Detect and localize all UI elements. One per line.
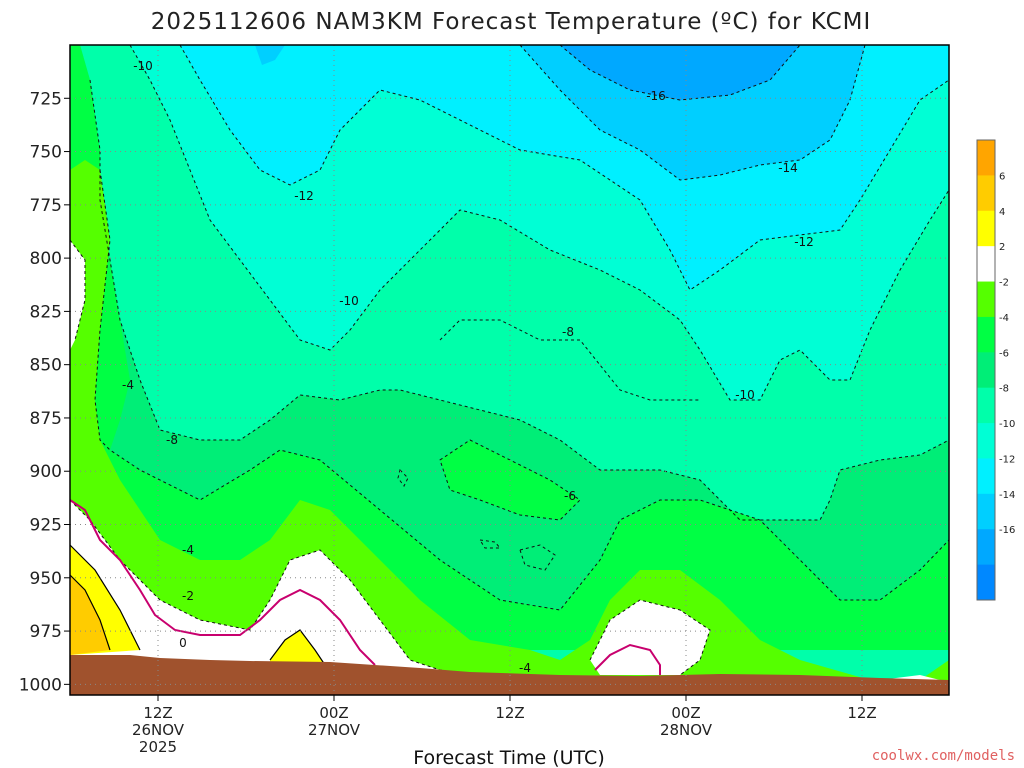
colorbar-swatch bbox=[977, 493, 995, 530]
x-tick-label: 12Z bbox=[143, 704, 172, 722]
plot-area bbox=[69, 44, 950, 695]
colorbar-swatch bbox=[977, 564, 995, 601]
plus-two-left bbox=[69, 544, 141, 651]
contour-label: -12 bbox=[794, 235, 814, 249]
band-minus-6 bbox=[70, 45, 949, 650]
contour-label: -6 bbox=[564, 489, 576, 503]
contour-minus-10 bbox=[129, 44, 950, 401]
y-tick-label: 875 bbox=[30, 409, 62, 429]
plus-two-line bbox=[69, 544, 326, 666]
y-axis: 725 750 775 800 825 850 875 900 925 950 975 1000 bbox=[19, 89, 70, 695]
band-2-gold bbox=[70, 575, 110, 655]
contour-label: -8 bbox=[562, 325, 574, 339]
contour-label-group: -16 -14 -12 -12 -10 -10 -10 -8 -8 -6 -4 … bbox=[122, 59, 814, 675]
colorbar-label: -6 bbox=[999, 348, 1009, 359]
contour-label: -4 bbox=[122, 378, 134, 392]
colorbar: 6 4 2 -2 -4 -6 -8 -10 -12 -14 -16 bbox=[976, 139, 1015, 601]
contour-minus-8 bbox=[89, 79, 950, 521]
y-tick-label: 850 bbox=[30, 356, 62, 376]
x-axis-label: Forecast Time (UTC) bbox=[413, 747, 604, 768]
zero-isotherm bbox=[69, 499, 661, 675]
colorbar-label: 2 bbox=[999, 242, 1005, 253]
colorbar-label: -16 bbox=[999, 525, 1015, 536]
colorbar-label: -4 bbox=[999, 313, 1009, 324]
y-tick-label: 800 bbox=[30, 249, 62, 269]
y-tick-label: 725 bbox=[30, 89, 62, 109]
band-minus-16-small bbox=[255, 45, 285, 65]
colorbar-swatch bbox=[977, 387, 995, 424]
y-tick-label: 975 bbox=[30, 622, 62, 642]
y-tick-label: 750 bbox=[30, 143, 62, 163]
band-minus-18 bbox=[560, 45, 800, 100]
contour-minus-16 bbox=[559, 44, 801, 101]
colorbar-swatch bbox=[977, 316, 995, 353]
y-tick-label: 950 bbox=[30, 569, 62, 589]
x-tick-label: 12Z bbox=[847, 704, 876, 722]
x-tick-label: 28NOV bbox=[660, 721, 713, 739]
y-tick-label: 775 bbox=[30, 196, 62, 216]
plus-two-inner bbox=[69, 574, 111, 651]
y-tick-label: 925 bbox=[30, 516, 62, 536]
contour-label: -4 bbox=[182, 543, 194, 557]
colorbar-swatch bbox=[977, 458, 995, 495]
contour-minus-4-small bbox=[397, 469, 556, 571]
x-tick-label: 2025 bbox=[139, 738, 177, 756]
credit-text: coolwx.com/models bbox=[872, 748, 1015, 764]
contour-minus-14 bbox=[519, 44, 866, 181]
colorbar-swatch bbox=[977, 210, 995, 247]
contour-label: 0 bbox=[179, 636, 187, 650]
contour-minus-4-mid bbox=[589, 599, 711, 676]
colorbar-label: -8 bbox=[999, 384, 1009, 395]
contour-label: -8 bbox=[166, 433, 178, 447]
band-minus-2-white bbox=[70, 240, 85, 350]
plus-two-mid bbox=[269, 629, 326, 666]
contour-label: -10 bbox=[339, 294, 359, 308]
x-tick-label: 00Z bbox=[671, 704, 700, 722]
colorbar-label: -10 bbox=[999, 419, 1015, 430]
zero-line-left bbox=[69, 499, 376, 666]
contour-minus-6-inner bbox=[439, 439, 581, 521]
contour-label: -10 bbox=[133, 59, 153, 73]
colorbar-label: -14 bbox=[999, 490, 1015, 501]
contour-label: -16 bbox=[646, 89, 666, 103]
colorbar-swatch bbox=[977, 246, 995, 283]
x-tick-label: 00Z bbox=[319, 704, 348, 722]
colorbar-swatch bbox=[977, 352, 995, 389]
grid bbox=[70, 45, 949, 695]
band-zero-yellow-mid bbox=[270, 630, 325, 665]
colorbar-swatch bbox=[977, 529, 995, 566]
x-tick-label: 12Z bbox=[495, 704, 524, 722]
contour-label: -2 bbox=[182, 589, 194, 603]
colorbar-swatch bbox=[977, 175, 995, 212]
zero-line-mid bbox=[594, 643, 661, 675]
x-tick-label: 26NOV bbox=[132, 721, 185, 739]
contour-lines bbox=[69, 44, 950, 676]
contour-minus-8-upper bbox=[439, 319, 700, 401]
colorbar-swatch bbox=[977, 281, 995, 318]
contour-label: -14 bbox=[778, 161, 798, 175]
chart-title: 2025112606 NAM3KM Forecast Temperature (… bbox=[151, 9, 872, 35]
contour-label: -12 bbox=[294, 189, 314, 203]
colorbar-swatch bbox=[977, 423, 995, 459]
colorbar-label: -2 bbox=[999, 278, 1009, 289]
colorbar-frame bbox=[976, 139, 996, 601]
contour-minus-12 bbox=[179, 44, 950, 291]
y-tick-label: 825 bbox=[30, 302, 62, 322]
band-minus-16 bbox=[520, 45, 865, 180]
colorbar-label: 4 bbox=[999, 207, 1005, 218]
x-tick-label: 27NOV bbox=[308, 721, 361, 739]
contour-minus-6 bbox=[94, 169, 950, 611]
colorbar-swatch bbox=[977, 140, 995, 176]
contour-minus-4 bbox=[69, 239, 471, 676]
y-tick-label: 900 bbox=[30, 462, 62, 482]
contour-label: -4 bbox=[519, 661, 531, 675]
contour-label: -10 bbox=[735, 388, 755, 402]
colorbar-label: 6 bbox=[999, 171, 1005, 182]
y-tick-label: 1000 bbox=[19, 675, 62, 695]
colorbar-label: -12 bbox=[999, 454, 1015, 465]
band-minus-2-white-mid bbox=[590, 600, 710, 675]
